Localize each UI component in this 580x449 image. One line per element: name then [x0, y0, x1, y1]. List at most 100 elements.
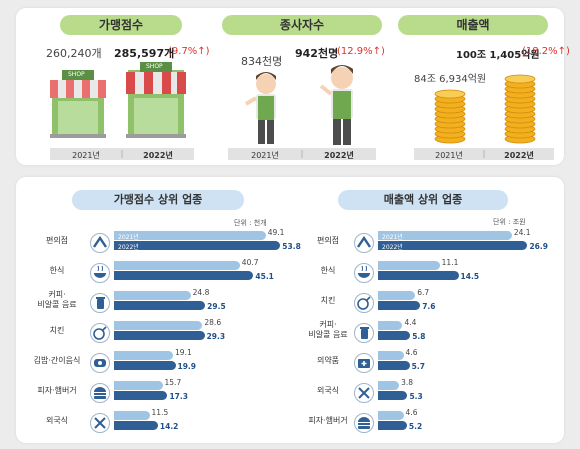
worker-2022-illustration — [319, 65, 353, 145]
medicine-icon — [354, 353, 374, 373]
sales-chart-title: 매출액 상위 업종 — [338, 190, 508, 210]
bar-value: 17.3 — [169, 392, 188, 401]
shop-sign-2022: SHOP — [146, 63, 163, 70]
bar-2022년-7 — [378, 421, 407, 430]
bar-2021년-1 — [114, 231, 266, 240]
worker-2021-illustration — [244, 72, 276, 144]
bar-2021년-3 — [378, 291, 416, 300]
korean-food-icon — [354, 263, 374, 283]
bar-value: 4.6 — [405, 348, 418, 357]
bar-series-label: 2022년 — [382, 244, 403, 251]
bar-value: 45.1 — [255, 272, 274, 281]
top-industries-panel: 가맹점수 상위 업종 매출액 상위 업종 단위 : 천개 단위 : 조원 편의점… — [16, 177, 564, 443]
burger-icon — [90, 383, 110, 403]
bar-value: 26.9 — [529, 242, 548, 251]
category-label: 피자·햄버거 — [308, 416, 348, 425]
category-label: 커피· 비알콜 음료 — [308, 320, 348, 339]
bar-2021년-6 — [114, 381, 163, 390]
bar-value: 49.1 — [267, 228, 285, 237]
bar-value: 6.7 — [417, 288, 430, 297]
bar-value: 11.1 — [441, 258, 459, 267]
bar-2022년-6 — [114, 391, 168, 400]
bar-value: 24.1 — [513, 228, 531, 237]
sales-year-2021: 2021년 — [435, 151, 463, 160]
coffee-cup-icon — [354, 323, 374, 343]
bar-value: 14.5 — [460, 272, 480, 281]
fork-knife-icon — [354, 383, 374, 403]
sales-year-2022: 2022년 — [504, 151, 534, 160]
franchise-chart-unit: 단위 : 천개 — [234, 219, 267, 227]
bar-series-label: 2022년 — [118, 244, 139, 251]
franchises-year-2022: 2022년 — [143, 151, 173, 160]
sales-chart-unit: 단위 : 조원 — [493, 218, 526, 226]
burger-icon — [354, 413, 374, 433]
coins-2021-illustration — [434, 89, 466, 144]
bar-2021년-7 — [378, 411, 404, 420]
bar-2021년-2 — [114, 261, 240, 270]
bar-value: 14.2 — [159, 422, 179, 431]
bar-value: 4.4 — [404, 318, 417, 327]
employees-2021-value: 834천명 — [241, 55, 283, 68]
bar-2022년-3 — [114, 301, 206, 310]
employees-year-2021: 2021년 — [251, 151, 279, 160]
employees-change: (12.9%↑) — [337, 46, 385, 57]
bar-value: 7.6 — [422, 302, 436, 311]
category-label: 피자·햄버거 — [37, 386, 77, 395]
category-label: 외국식 — [45, 416, 69, 425]
category-label: 외국식 — [316, 386, 340, 395]
bar-2022년-4 — [114, 331, 205, 340]
employees-title: 종사자수 — [222, 15, 382, 35]
bar-2021년-1 — [378, 231, 512, 240]
employees-2022-value: 942천명 — [295, 47, 339, 60]
bar-series-label: 2021년 — [382, 234, 403, 241]
category-label: 김밥·간이음식 — [33, 356, 81, 365]
chicken-icon — [354, 293, 374, 313]
summary-panel: 가맹점수 종사자수 매출액 260,240개 285,597개 (9.7%↑) … — [16, 8, 570, 165]
bar-value: 19.1 — [175, 348, 192, 357]
sales-2021-value: 84조 6,934억원 — [414, 74, 487, 85]
bar-value: 24.8 — [192, 288, 210, 297]
store-2022-illustration — [126, 62, 186, 138]
bar-2021년-5 — [378, 351, 404, 360]
bar-value: 4.6 — [405, 408, 418, 417]
bar-2021년-4 — [114, 321, 203, 330]
shop-sign-2021: SHOP — [68, 71, 85, 78]
bar-2022년-5 — [114, 361, 176, 370]
bar-2021년-4 — [378, 321, 403, 330]
franchises-2022-value: 285,597개 — [114, 47, 175, 60]
category-label: 의약품 — [316, 356, 340, 365]
sales-2022-value: 100조 1,405억원 — [456, 50, 540, 61]
bar-value: 28.6 — [204, 318, 222, 327]
chicken-icon — [90, 323, 110, 343]
bar-2021년-2 — [378, 261, 440, 270]
franchise-chart-title: 가맹점수 상위 업종 — [72, 190, 244, 210]
bar-2022년-1 — [378, 241, 528, 250]
bar-value: 53.8 — [282, 242, 301, 251]
bar-value: 40.7 — [241, 258, 259, 267]
category-label: 커피· 비알콜 음료 — [37, 290, 77, 309]
bar-2021년-5 — [114, 351, 174, 360]
bar-2022년-3 — [378, 301, 421, 310]
franchises-2021-value: 260,240개 — [46, 47, 102, 60]
employees-year-2022: 2022년 — [324, 151, 354, 160]
franchises-title: 가맹점수 — [60, 15, 182, 35]
bar-2022년-7 — [114, 421, 158, 430]
bar-2022년-4 — [378, 331, 411, 340]
bar-value: 5.3 — [409, 392, 423, 401]
bar-value: 3.8 — [401, 378, 414, 387]
bar-2021년-7 — [114, 411, 150, 420]
category-label: 한식 — [320, 266, 336, 275]
franchises-change: (9.7%↑) — [168, 46, 210, 57]
bar-2022년-2 — [114, 271, 254, 280]
fork-knife-icon — [90, 413, 110, 433]
category-label: 한식 — [49, 266, 65, 275]
bar-value: 29.3 — [206, 332, 226, 341]
coffee-cup-icon — [90, 293, 110, 313]
bar-2021년-3 — [114, 291, 191, 300]
bar-value: 15.7 — [164, 378, 182, 387]
convenience-store-icon — [90, 233, 110, 253]
bar-value: 5.7 — [411, 362, 425, 371]
coins-2022-illustration — [504, 74, 536, 144]
bar-2022년-6 — [378, 391, 408, 400]
gimbap-icon — [90, 353, 110, 373]
